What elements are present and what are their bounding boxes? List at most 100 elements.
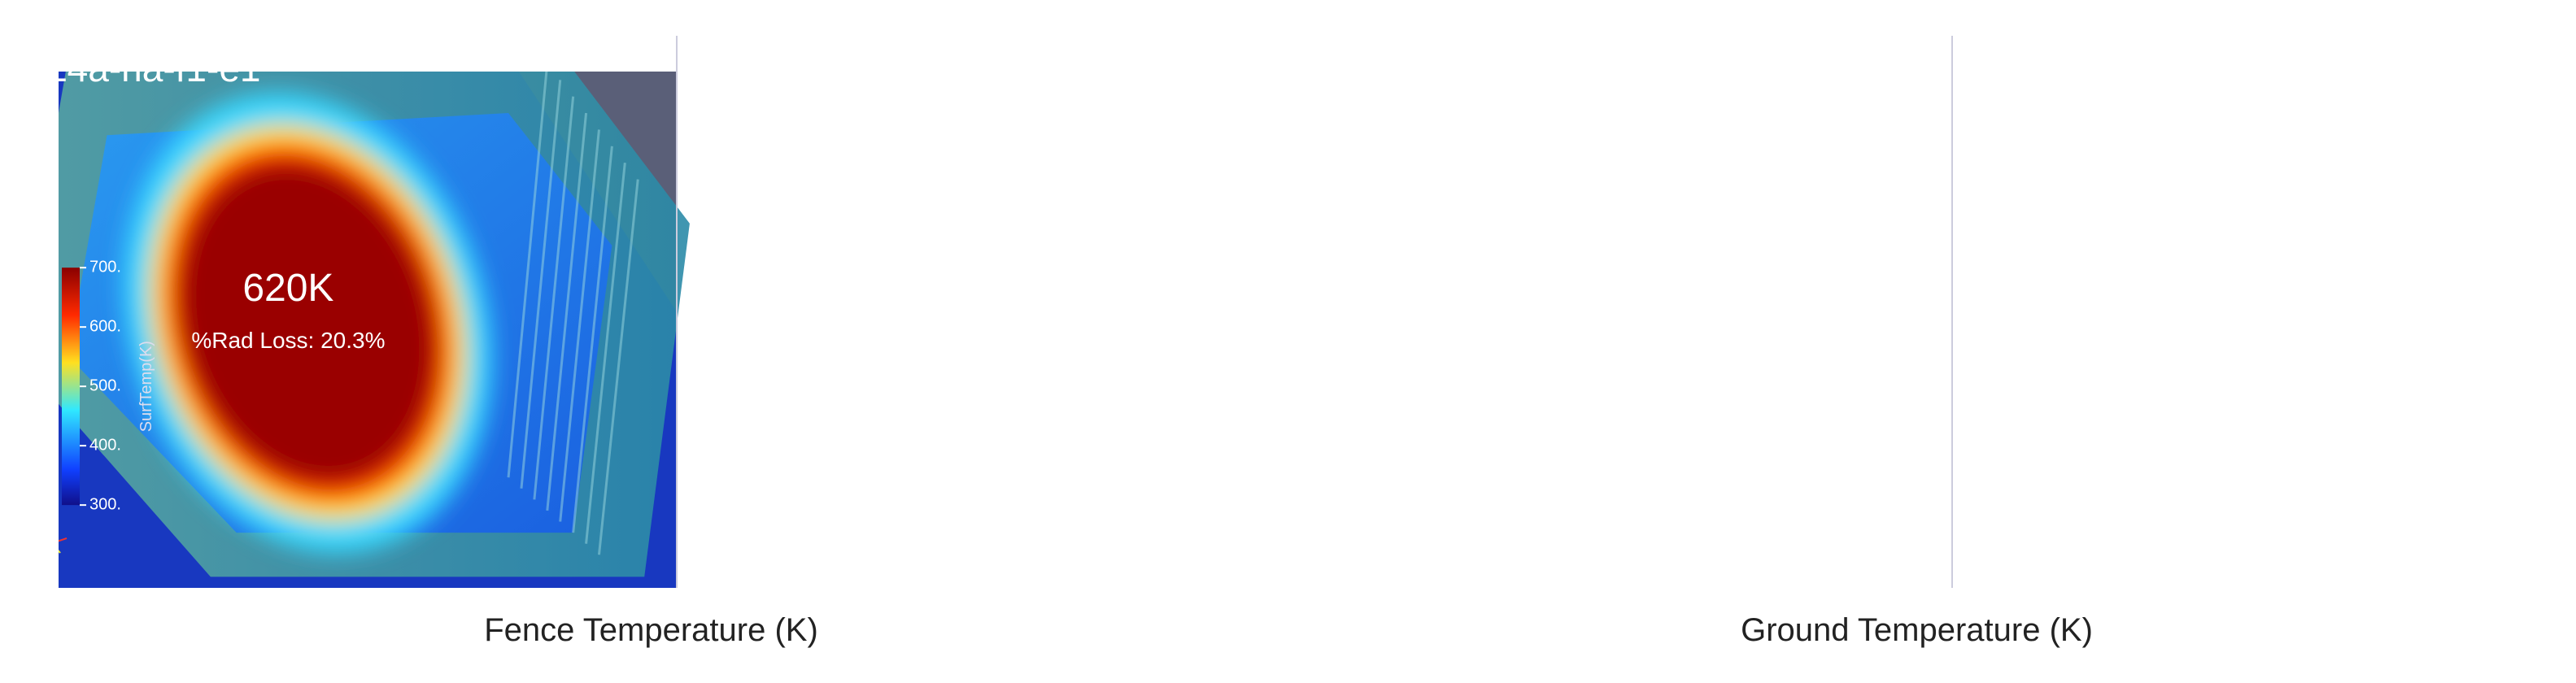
- colorbar-tick-label: 500.: [737, 376, 769, 394]
- axis-triad: [1975, 538, 1990, 543]
- fence-stripe: [533, 96, 575, 500]
- heat-region: [2164, 124, 2273, 445]
- colorbar-tick-label: 400.: [89, 436, 121, 454]
- heat-region: [798, 91, 1211, 533]
- axis-triad: [59, 537, 68, 542]
- colorbar: [1989, 268, 2007, 505]
- fence-stripe: [1166, 129, 1201, 521]
- heat-region: [2128, 139, 2226, 429]
- panel-background: [1952, 36, 2543, 588]
- fence-stripe: [1780, 63, 1820, 477]
- cool-stripe: [933, 174, 963, 560]
- heat-map: [2114, 99, 2406, 470]
- fence-stripe: [1846, 146, 1886, 533]
- fence-stripe: [2437, 129, 2473, 521]
- fence-stripe: [597, 179, 639, 555]
- axis-triad: [1313, 543, 1321, 553]
- fence-stripe: [1153, 113, 1189, 511]
- colorbar-tick-label: 1000.: [2016, 306, 2057, 324]
- backdrop: [2378, 36, 2543, 312]
- colorbar-tick-label: 600: [2016, 401, 2043, 419]
- fence-stripe: [1807, 97, 1846, 500]
- colorbar-tick-label: 300.: [1354, 495, 1386, 513]
- ground-field: [1988, 113, 2485, 533]
- axis-triad: [1975, 527, 1978, 543]
- panel: 700. 600. 500. 400. 300. SurfTemp(K) E5a-na-f1…: [665, 36, 1284, 588]
- fence-stripe: [1130, 80, 1166, 488]
- heat-region: [2251, 139, 2350, 429]
- heat-region: [2238, 99, 2364, 470]
- axis-triad: [1313, 527, 1316, 543]
- colorbar-tick-label: 300.: [89, 495, 121, 513]
- cool-stripe: [886, 174, 916, 560]
- fence-stripe: [1118, 63, 1153, 477]
- heat-map: [1410, 60, 1698, 520]
- panel-label: E4a-na-f1-e1: [1303, 47, 1522, 89]
- axis-triad: [700, 527, 703, 543]
- heat-region: [2174, 154, 2263, 415]
- fence-wall: [1277, 36, 1966, 576]
- colorbar-tick-label: 600.: [737, 317, 769, 335]
- heat-region: [1454, 128, 1657, 452]
- caption: Fence Temperature (K): [484, 612, 818, 648]
- cool-stripe: [981, 174, 1011, 560]
- fence-stripe: [572, 146, 613, 533]
- caption: Ground Temperature (K): [1741, 612, 2093, 648]
- heat-region: [2205, 124, 2314, 445]
- heat-region: [765, 56, 1243, 568]
- fence-stripe: [1142, 97, 1178, 500]
- fence-stripe: [2449, 146, 2485, 533]
- fence-stripe: [2473, 180, 2508, 555]
- fence-stripe: [1872, 180, 1912, 555]
- colorbar-tick-label: 400.: [737, 436, 769, 454]
- fence-stripe: [2390, 63, 2426, 477]
- cool-stripe: [1076, 174, 1106, 560]
- heat-region: [2122, 124, 2231, 445]
- panel-background: [1290, 36, 1952, 588]
- fence-stripe: [546, 112, 588, 511]
- axis-triad: [52, 527, 55, 543]
- heat-region: [2298, 154, 2386, 415]
- heat-region: [2279, 99, 2405, 470]
- heat-region: [836, 132, 1173, 492]
- fence-stripe: [2426, 113, 2461, 511]
- heat-region: [2215, 154, 2304, 415]
- heat-region: [1410, 60, 1698, 520]
- backdrop: [1106, 36, 1273, 312]
- ground-field: [1330, 113, 1886, 533]
- fence-stripe: [559, 129, 600, 522]
- colorbar: [709, 268, 727, 505]
- axis-triad: [59, 550, 61, 554]
- heat-region: [2155, 99, 2282, 470]
- heat-region: [2256, 154, 2345, 415]
- colorbar-tick-label: 600.: [89, 317, 121, 335]
- temperature-label: 620K: [242, 267, 333, 310]
- fence-stripe: [2402, 80, 2438, 488]
- heat-region: [2133, 154, 2221, 415]
- panel: 700. 600. 500. 400. 300. SurfTemp(K) E4a-na-f1…: [52, 72, 690, 588]
- heat-region: [2288, 124, 2397, 445]
- colorbar-tick-label: 700.: [89, 258, 121, 276]
- fence-stripe: [1833, 129, 1872, 521]
- colorbar-tick-label: 700.: [737, 258, 769, 276]
- colorbar-tick-label: 400: [2016, 448, 2043, 466]
- axis-triad: [700, 543, 708, 553]
- heat-region: [2210, 139, 2308, 429]
- colorbar-tick-label: 300.: [737, 495, 769, 513]
- colorbar-tick-label: 300: [2016, 495, 2043, 513]
- colorbar: [1327, 268, 1345, 505]
- panel-label: E5a-na-f1-e1: [690, 47, 909, 89]
- heat-region: [2114, 99, 2240, 470]
- fence-stripe: [2413, 97, 2449, 500]
- panel-background: [677, 36, 1273, 588]
- colorbar-tick-label: 1198.: [2016, 258, 2056, 276]
- rad-loss-label: %Rad Loss: 20.3%: [191, 328, 385, 353]
- backdrop: [1767, 36, 1952, 312]
- fence-stripe: [2460, 163, 2496, 544]
- fence-wall: [1940, 36, 2555, 576]
- colorbar-title: SurfTemp(K): [1402, 341, 1420, 432]
- heat-region: [1442, 110, 1668, 470]
- axis-triad: [1975, 543, 1983, 553]
- fence-stripe: [1201, 180, 1237, 555]
